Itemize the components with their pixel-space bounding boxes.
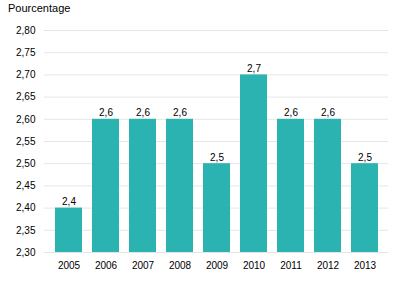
svg-text:2012: 2012 [317, 260, 340, 271]
svg-text:2,6: 2,6 [284, 107, 298, 118]
svg-text:2,6: 2,6 [99, 107, 113, 118]
svg-text:2,40: 2,40 [16, 202, 36, 213]
svg-text:2,5: 2,5 [358, 152, 372, 163]
svg-text:2009: 2009 [206, 260, 229, 271]
svg-text:2,55: 2,55 [16, 136, 36, 147]
svg-text:2,65: 2,65 [16, 91, 36, 102]
svg-text:2,35: 2,35 [16, 225, 36, 236]
svg-text:2,6: 2,6 [321, 107, 335, 118]
svg-text:2,75: 2,75 [16, 47, 36, 58]
svg-text:2011: 2011 [280, 260, 302, 271]
html-text:Pourcentage: Pourcentage [8, 2, 71, 14]
svg-text:2006: 2006 [95, 260, 118, 271]
svg-text:2013: 2013 [354, 260, 377, 271]
svg-text:2,6: 2,6 [136, 107, 150, 118]
svg-text:2007: 2007 [132, 260, 155, 271]
svg-text:2,30: 2,30 [16, 247, 36, 258]
svg-text:2,70: 2,70 [16, 69, 36, 80]
svg-text:2008: 2008 [169, 260, 192, 271]
svg-text:2010: 2010 [243, 260, 266, 271]
svg-text:2,4: 2,4 [62, 196, 76, 207]
svg-text:2,80: 2,80 [16, 25, 36, 36]
svg-text:2,5: 2,5 [210, 152, 224, 163]
svg-text:2,6: 2,6 [173, 107, 187, 118]
svg-text:2005: 2005 [58, 260, 81, 271]
svg-text:2,50: 2,50 [16, 158, 36, 169]
svg-text:2,7: 2,7 [247, 63, 261, 74]
svg-text:2,45: 2,45 [16, 180, 36, 191]
svg-text:2,60: 2,60 [16, 114, 36, 125]
